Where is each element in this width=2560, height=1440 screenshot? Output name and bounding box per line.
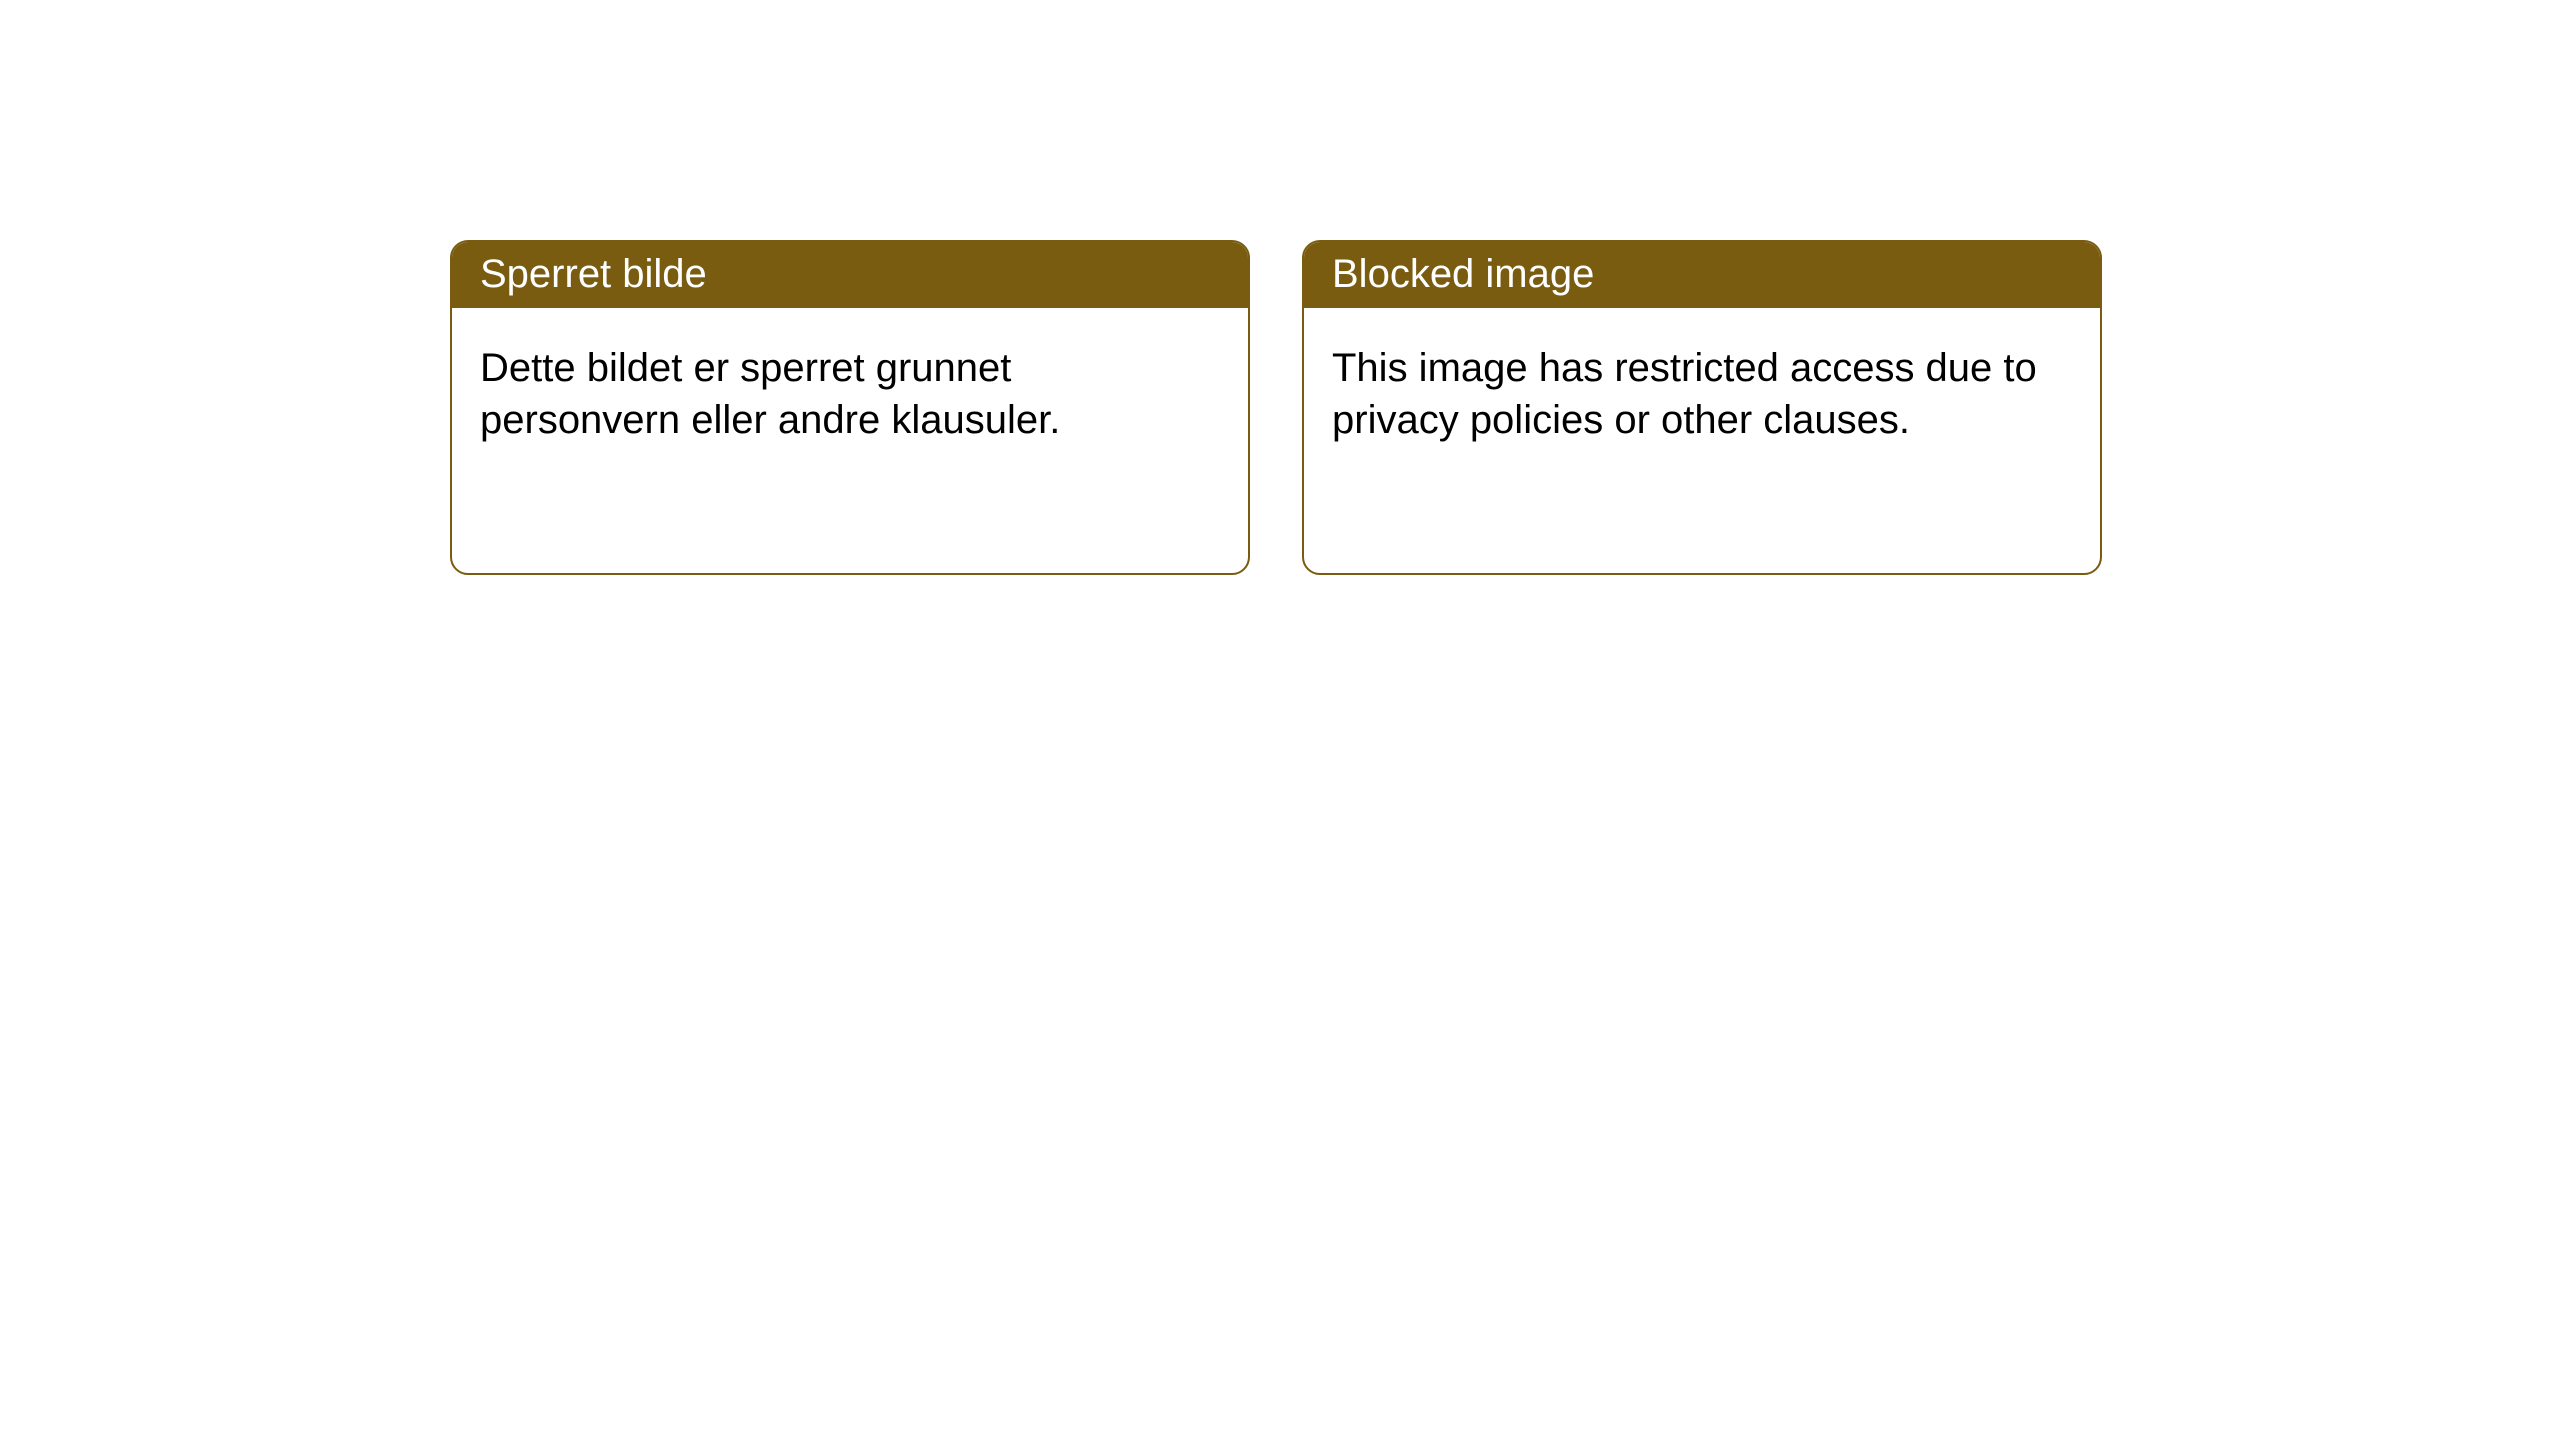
card-title-en: Blocked image — [1332, 252, 1594, 296]
card-header-en: Blocked image — [1304, 242, 2100, 308]
card-title-no: Sperret bilde — [480, 252, 707, 296]
card-message-en: This image has restricted access due to … — [1332, 346, 2037, 442]
card-message-no: Dette bildet er sperret grunnet personve… — [480, 346, 1060, 442]
blocked-image-card-en: Blocked image This image has restricted … — [1302, 240, 2102, 575]
notice-container: Sperret bilde Dette bildet er sperret gr… — [0, 0, 2560, 575]
card-header-no: Sperret bilde — [452, 242, 1248, 308]
card-body-en: This image has restricted access due to … — [1304, 308, 2100, 474]
blocked-image-card-no: Sperret bilde Dette bildet er sperret gr… — [450, 240, 1250, 575]
card-body-no: Dette bildet er sperret grunnet personve… — [452, 308, 1248, 474]
